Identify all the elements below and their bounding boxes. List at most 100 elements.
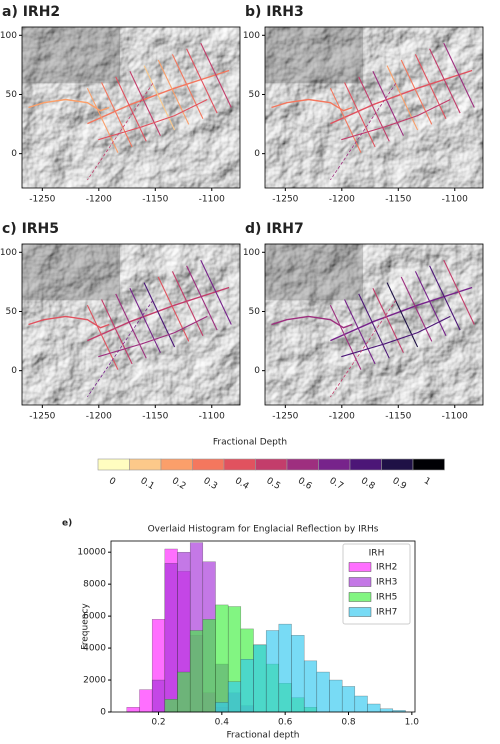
y-tick-label: 0	[11, 366, 17, 376]
x-tick-label: 0.6	[278, 718, 293, 728]
legend-swatch	[348, 592, 372, 602]
map-frame	[21, 26, 241, 189]
survey-line	[271, 98, 353, 112]
y-tick-label: 0	[100, 708, 106, 718]
survey-line	[330, 83, 397, 181]
x-tick-label: -1100	[199, 195, 225, 205]
x-tick-label: -1250	[272, 195, 298, 205]
survey-line	[87, 300, 154, 398]
map-frame	[21, 243, 241, 406]
survey-line	[200, 259, 232, 325]
y-tick-label: 100	[0, 31, 17, 41]
y-tick-label: 50	[6, 307, 18, 317]
survey-line	[129, 288, 161, 353]
color-swatch	[412, 458, 445, 471]
survey-line	[98, 315, 208, 358]
legend-title: IRH	[369, 549, 385, 559]
colorbar-label: 0.8	[359, 476, 377, 492]
map-frame	[264, 243, 484, 406]
x-tick-label: 0.8	[341, 718, 356, 728]
color-swatch	[192, 458, 225, 471]
x-tick-label: -1200	[329, 195, 355, 205]
x-tick-label: -1200	[86, 412, 112, 422]
survey-line	[271, 315, 353, 329]
x-tick-label: -1200	[86, 195, 112, 205]
y-tick-label: 100	[243, 31, 260, 41]
ridge-shade	[22, 244, 121, 301]
histogram-bar	[151, 679, 166, 713]
survey-line	[101, 82, 133, 148]
histogram-bar	[164, 563, 178, 713]
survey-line	[171, 271, 204, 337]
y-tick-label: 4000	[83, 644, 106, 654]
histogram-bar	[240, 659, 254, 713]
y-tick-label: 0	[254, 366, 260, 376]
colorbar-label: 0.4	[233, 476, 251, 492]
histogram-bar	[341, 686, 356, 713]
histogram-bar	[329, 679, 343, 713]
survey-line	[115, 293, 147, 359]
legend-label: IRH3	[376, 578, 397, 588]
survey-line	[414, 271, 447, 337]
histogram-bar	[367, 703, 381, 713]
histogram-bar	[379, 708, 394, 713]
x-tick-label: -1150	[385, 412, 411, 422]
histogram-bar	[139, 689, 153, 713]
survey-line	[429, 265, 461, 331]
survey-line	[115, 76, 147, 142]
survey-line	[372, 71, 404, 136]
survey-line	[358, 76, 390, 142]
survey-line	[101, 299, 133, 365]
x-tick-label: -1250	[29, 412, 55, 422]
x-tick-label: 0.2	[151, 718, 165, 728]
survey-line	[400, 276, 433, 342]
ridge-shade	[265, 244, 364, 301]
survey-line	[186, 48, 218, 114]
ridge-shade	[22, 27, 121, 84]
x-tick-label: 0.4	[215, 718, 230, 728]
survey-line	[330, 300, 397, 398]
histogram-bar	[354, 695, 368, 713]
histogram-bar	[126, 707, 140, 713]
histogram-bar	[164, 699, 178, 713]
survey-line	[344, 82, 376, 148]
survey-line	[341, 315, 451, 358]
colorbar-label: 0.3	[202, 476, 219, 492]
color-swatch	[255, 458, 288, 471]
y-tick-label: 0	[11, 149, 17, 159]
survey-line	[386, 282, 419, 348]
survey-line	[143, 65, 176, 131]
map-frame	[264, 26, 484, 189]
survey-line	[341, 99, 451, 141]
hillshade	[265, 27, 483, 188]
x-tick-label: 1.0	[405, 718, 420, 728]
survey-line	[98, 99, 208, 141]
color-swatch	[381, 458, 414, 471]
color-swatch	[160, 458, 193, 471]
plot-frame	[110, 540, 416, 713]
legend-label: IRH7	[376, 608, 397, 618]
hillshade	[22, 27, 240, 188]
y-tick-label: 8000	[83, 580, 106, 590]
colorbar-title: Fractional Depth	[213, 438, 287, 448]
histogram-bar	[303, 660, 318, 713]
legend-label: IRH5	[376, 593, 397, 603]
panel-label: e)	[62, 519, 72, 529]
x-tick-label: -1100	[199, 412, 225, 422]
x-axis-label: Fractional depth	[227, 731, 300, 741]
x-tick-label: -1250	[272, 412, 298, 422]
x-tick-label: -1150	[385, 195, 411, 205]
colorbar-label: 0.6	[296, 476, 314, 492]
histogram-bar	[177, 671, 191, 713]
y-tick-label: 6000	[83, 612, 106, 622]
survey-line	[429, 48, 461, 114]
histogram-bar	[227, 681, 242, 713]
survey-line	[358, 293, 390, 359]
survey-line	[330, 286, 473, 342]
survey-line	[400, 59, 433, 125]
histogram-bar	[215, 604, 229, 713]
survey-line	[372, 288, 404, 353]
survey-line	[129, 71, 161, 136]
survey-line	[87, 83, 154, 181]
